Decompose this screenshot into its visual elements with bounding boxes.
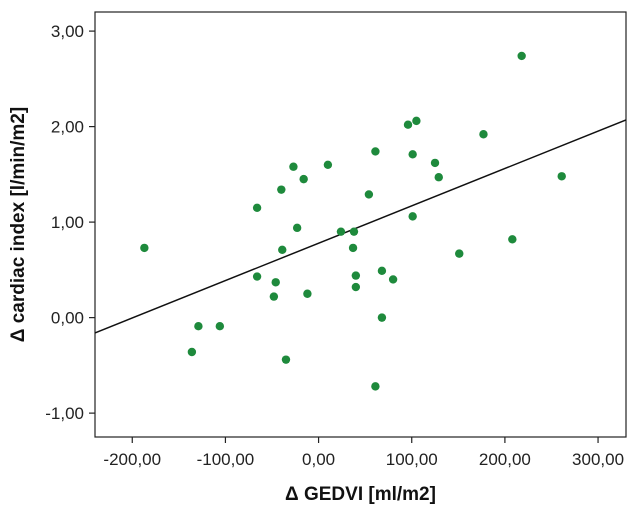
data-point — [215, 322, 225, 331]
y-axis-ticks — [89, 30, 95, 414]
y-axis-title: Δ cardiac index [l/min/m2] — [8, 107, 29, 342]
data-point — [557, 172, 566, 181]
data-point — [348, 243, 358, 253]
data-point — [323, 160, 333, 170]
data-point — [277, 185, 286, 194]
data-point — [412, 116, 421, 126]
x-tick-label: -200,00 — [103, 450, 161, 469]
regression-line — [94, 119, 627, 334]
data-point — [269, 292, 279, 301]
y-tick-label: 1,00 — [51, 213, 84, 232]
y-tick-label: 2,00 — [51, 118, 84, 137]
x-tick-labels: -200,00 -100,00 0,00 100,00 200,00 300,00 — [103, 450, 624, 469]
data-point — [336, 227, 346, 236]
data-point — [388, 275, 398, 284]
x-tick-label: 100,00 — [386, 450, 438, 469]
data-point — [292, 223, 302, 233]
data-point — [281, 355, 291, 364]
data-point — [479, 130, 488, 139]
data-point — [377, 266, 387, 276]
data-point — [299, 174, 308, 184]
data-point — [194, 322, 203, 331]
data-point — [351, 282, 361, 292]
data-point — [349, 227, 359, 236]
x-tick-label: 200,00 — [479, 450, 531, 469]
x-axis-ticks — [131, 437, 599, 443]
data-point — [403, 120, 413, 129]
data-point — [408, 212, 417, 221]
x-tick-label: 300,00 — [572, 450, 624, 469]
data-point — [252, 272, 262, 281]
data-point — [364, 190, 374, 199]
y-tick-label: 3,00 — [51, 22, 84, 41]
data-point — [187, 347, 197, 357]
data-point — [430, 158, 440, 168]
y-tick-labels: -1,00 0,00 1,00 2,00 3,00 — [45, 22, 84, 423]
data-point — [508, 235, 517, 244]
data-point — [434, 173, 443, 182]
data-point — [271, 278, 280, 287]
data-point — [140, 243, 149, 253]
y-tick-label: -1,00 — [45, 404, 84, 423]
data-point — [351, 271, 361, 280]
data-point — [278, 245, 287, 255]
data-point — [289, 162, 298, 171]
data-point — [371, 382, 380, 391]
data-point — [377, 313, 387, 322]
data-points — [140, 51, 566, 391]
data-point — [252, 203, 262, 212]
data-point — [408, 150, 417, 159]
x-tick-label: 0,00 — [302, 450, 335, 469]
x-tick-label: -100,00 — [197, 450, 255, 469]
data-point — [303, 289, 312, 298]
plot-frame — [94, 11, 627, 438]
x-axis-title: Δ GEDVI [ml/m2] — [285, 484, 436, 505]
data-point — [517, 51, 526, 61]
data-point — [455, 249, 464, 258]
y-tick-label: 0,00 — [51, 309, 84, 328]
data-point — [371, 147, 380, 156]
